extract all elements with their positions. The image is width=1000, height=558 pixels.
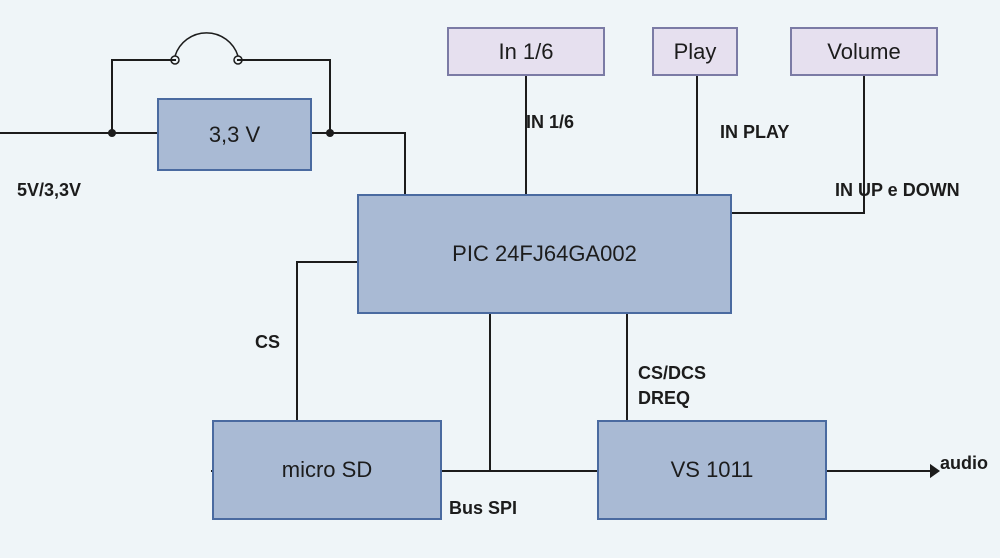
block-pic: PIC 24FJ64GA002 <box>357 194 732 314</box>
label-csdcs: CS/DCS <box>638 363 706 384</box>
label-inplay: IN PLAY <box>720 122 789 143</box>
label-dreq: DREQ <box>638 388 690 409</box>
diagram-canvas: 3,3 V PIC 24FJ64GA002 micro SD VS 1011 In 1/… <box>0 0 1000 558</box>
block-vol: Volume <box>790 27 938 76</box>
block-vs: VS 1011 <box>597 420 827 520</box>
label-audio: audio <box>940 453 988 474</box>
block-in16: In 1/6 <box>447 27 605 76</box>
block-sd: micro SD <box>212 420 442 520</box>
block-play: Play <box>652 27 738 76</box>
label-inupdn: IN UP e DOWN <box>835 180 960 201</box>
label-cs: CS <box>255 332 280 353</box>
label-in16: IN 1/6 <box>526 112 574 133</box>
label-supply: 5V/3,3V <box>17 180 81 201</box>
label-busspi: Bus SPI <box>449 498 517 519</box>
block-reg: 3,3 V <box>157 98 312 171</box>
